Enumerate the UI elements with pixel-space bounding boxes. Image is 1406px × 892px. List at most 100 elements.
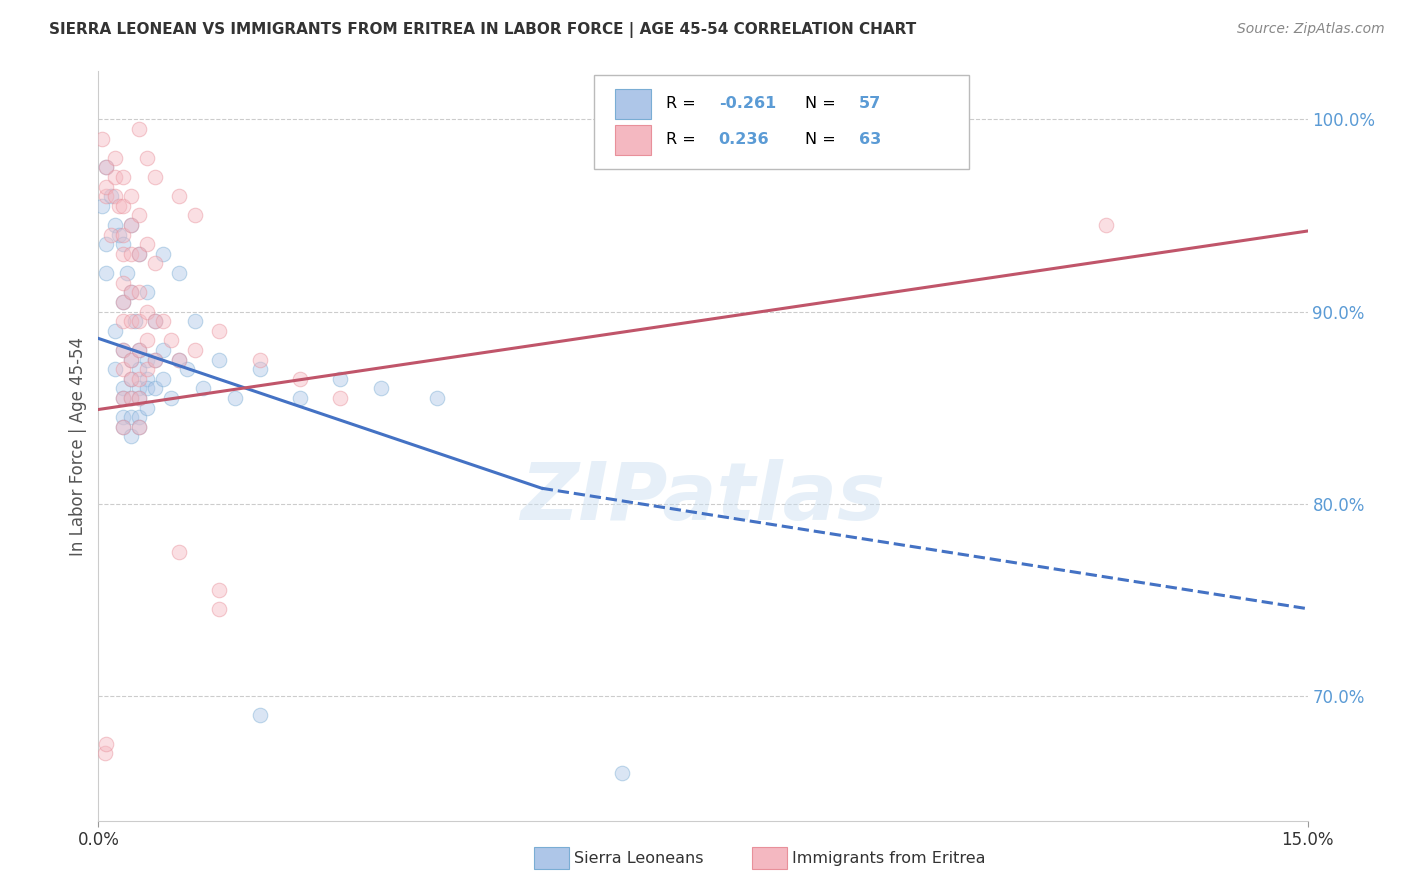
Text: Source: ZipAtlas.com: Source: ZipAtlas.com xyxy=(1237,22,1385,37)
Point xyxy=(184,314,207,328)
Point xyxy=(249,708,271,723)
Point xyxy=(107,227,129,242)
Point xyxy=(128,391,150,405)
Point xyxy=(111,169,134,184)
Point xyxy=(143,314,166,328)
Point xyxy=(143,256,166,270)
Point xyxy=(120,429,142,443)
Point xyxy=(167,544,190,558)
Point xyxy=(135,362,157,376)
Point xyxy=(111,343,134,357)
Point xyxy=(128,419,150,434)
Point xyxy=(120,391,142,405)
Point xyxy=(167,352,190,367)
Bar xyxy=(614,125,651,154)
Point xyxy=(329,391,352,405)
Point xyxy=(91,199,114,213)
Point xyxy=(120,372,142,386)
Point xyxy=(124,314,146,328)
Point xyxy=(128,247,150,261)
Point xyxy=(288,391,311,405)
Point xyxy=(120,285,142,300)
Point xyxy=(111,247,134,261)
Point xyxy=(370,381,392,395)
Point xyxy=(120,189,142,203)
Point xyxy=(128,314,150,328)
Point xyxy=(135,304,157,318)
Point xyxy=(208,324,231,338)
Point xyxy=(120,372,142,386)
Point xyxy=(111,314,134,328)
Point xyxy=(135,352,157,367)
Point xyxy=(128,247,150,261)
Point xyxy=(152,247,174,261)
Text: 0.236: 0.236 xyxy=(718,132,769,147)
Point xyxy=(94,737,117,751)
Point xyxy=(184,209,207,223)
Point xyxy=(128,343,150,357)
Point xyxy=(128,419,150,434)
Point xyxy=(167,189,190,203)
Point xyxy=(120,285,142,300)
Point xyxy=(208,583,231,598)
Point xyxy=(135,237,157,252)
Point xyxy=(128,381,150,395)
Text: R =: R = xyxy=(665,132,700,147)
Point xyxy=(135,381,157,395)
Y-axis label: In Labor Force | Age 45-54: In Labor Force | Age 45-54 xyxy=(69,336,87,556)
Point xyxy=(111,276,134,290)
Text: Immigrants from Eritrea: Immigrants from Eritrea xyxy=(792,851,986,865)
Point xyxy=(111,381,134,395)
Point xyxy=(143,352,166,367)
Point xyxy=(135,372,157,386)
Point xyxy=(111,294,134,309)
Point xyxy=(1095,218,1118,232)
Point xyxy=(128,122,150,136)
Point xyxy=(111,294,134,309)
Point xyxy=(103,189,125,203)
Point xyxy=(91,131,114,145)
Point xyxy=(426,391,449,405)
Point xyxy=(249,362,271,376)
Point xyxy=(612,765,634,780)
Point xyxy=(249,352,271,367)
Text: -0.261: -0.261 xyxy=(718,96,776,112)
Point xyxy=(193,381,215,395)
Point xyxy=(128,391,150,405)
Point xyxy=(135,151,157,165)
Point xyxy=(120,391,142,405)
Point xyxy=(120,352,142,367)
Text: N =: N = xyxy=(804,96,841,112)
Point xyxy=(128,823,150,838)
Point xyxy=(111,419,134,434)
Point xyxy=(143,314,166,328)
Point xyxy=(120,352,142,367)
Point xyxy=(111,362,134,376)
Point xyxy=(96,161,118,175)
Point xyxy=(96,179,118,194)
Point xyxy=(135,285,157,300)
Point xyxy=(329,372,352,386)
Point xyxy=(96,237,118,252)
Point xyxy=(111,391,134,405)
Point xyxy=(128,362,150,376)
Text: SIERRA LEONEAN VS IMMIGRANTS FROM ERITREA IN LABOR FORCE | AGE 45-54 CORRELATION: SIERRA LEONEAN VS IMMIGRANTS FROM ERITRE… xyxy=(49,22,917,38)
Bar xyxy=(614,88,651,119)
Point xyxy=(160,334,183,348)
Text: Sierra Leoneans: Sierra Leoneans xyxy=(574,851,703,865)
Text: R =: R = xyxy=(665,96,700,112)
Point xyxy=(103,362,125,376)
Point xyxy=(208,352,231,367)
Point xyxy=(120,410,142,425)
Point xyxy=(120,314,142,328)
Point xyxy=(100,189,122,203)
Point xyxy=(100,227,122,242)
Point xyxy=(103,151,125,165)
Point xyxy=(94,747,117,761)
Point xyxy=(120,247,142,261)
Point xyxy=(111,410,134,425)
Point xyxy=(107,199,129,213)
Point xyxy=(120,218,142,232)
Point xyxy=(152,372,174,386)
Point xyxy=(143,381,166,395)
